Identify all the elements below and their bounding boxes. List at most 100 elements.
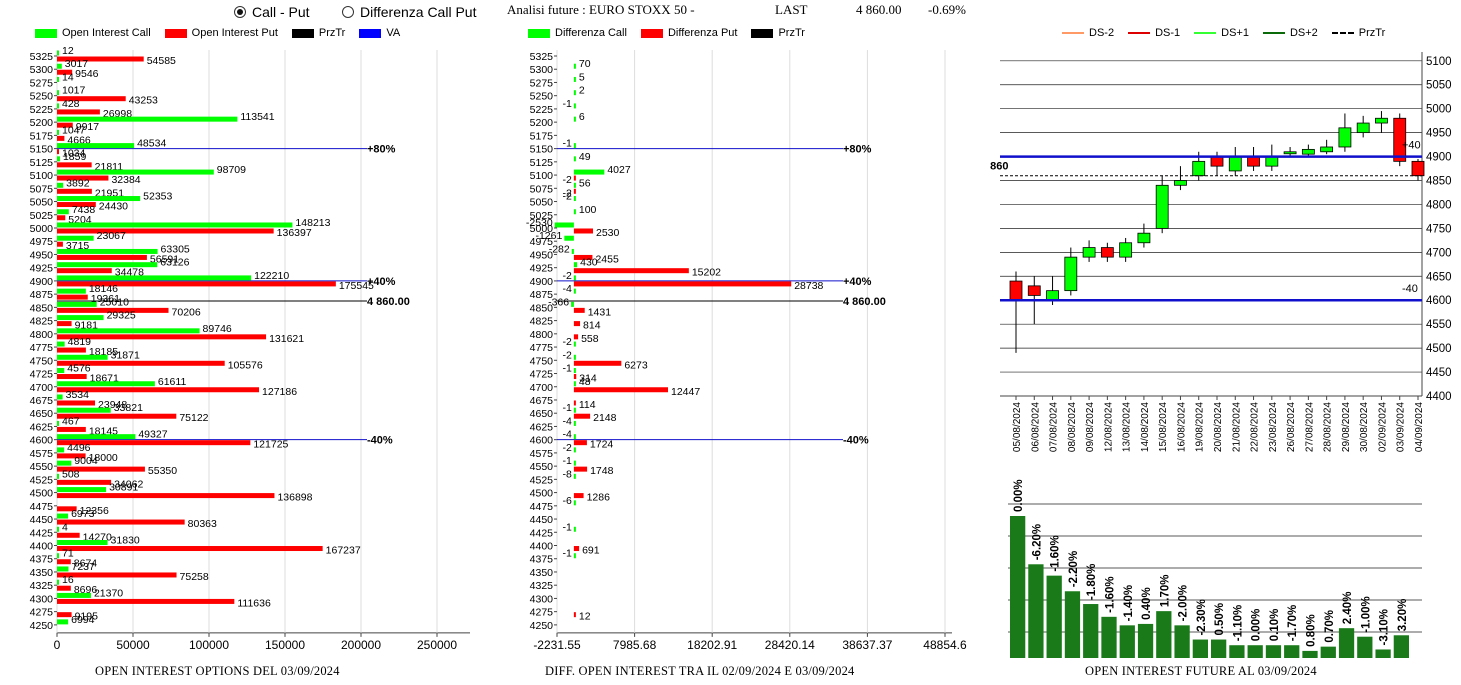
- candle-body: [1137, 232, 1151, 244]
- percent-label: -2.30%: [1196, 599, 1208, 635]
- put-bar: [573, 228, 594, 234]
- call-value-label: 4576: [67, 363, 91, 375]
- strike-label: 5275: [30, 77, 54, 89]
- future-oi-bar: [1265, 645, 1282, 658]
- call-value-label: -2: [563, 270, 572, 282]
- put-value-label: 131621: [269, 333, 304, 345]
- strike-label: 5100: [530, 170, 554, 182]
- call-value-label: 5: [579, 71, 585, 83]
- x-tick-label: -2231.55: [533, 638, 581, 652]
- candle-body: [1046, 290, 1059, 301]
- strike-label: 4675: [530, 395, 554, 407]
- put-value-label: 54585: [147, 55, 176, 67]
- strike-label: 4300: [30, 593, 54, 605]
- strike-label: 5075: [530, 183, 554, 195]
- call-value-label: 48534: [137, 138, 166, 150]
- call-bar: [57, 288, 86, 294]
- candle-body: [1100, 247, 1114, 258]
- call-value-label: 467: [62, 415, 80, 427]
- date-label: 04/09/2024: [1414, 402, 1425, 452]
- candle-body: [1210, 156, 1224, 167]
- legend-label: PrzTr: [778, 27, 805, 39]
- put-bar: [57, 241, 63, 247]
- call-bar: [57, 368, 65, 374]
- strike-label: 5200: [30, 117, 54, 129]
- put-bar: [57, 175, 109, 181]
- date-label: 20/08/2024: [1213, 402, 1224, 452]
- put-bar: [57, 453, 86, 459]
- put-value-label: 136898: [277, 492, 312, 504]
- call-bar: [57, 328, 200, 334]
- strike-label: 4400: [530, 541, 554, 553]
- strike-label: 4600: [30, 435, 54, 447]
- future-oi-bar: [1338, 628, 1355, 658]
- radio-call-put[interactable]: Call - Put: [234, 4, 310, 20]
- y-tick-label: 4800: [1426, 199, 1452, 211]
- call-value-label: 31830: [111, 535, 140, 547]
- radio-differenza[interactable]: Differenza Call Put: [342, 4, 476, 20]
- percent-label: -6.20%: [1031, 524, 1043, 560]
- strike-label: 5025: [30, 210, 54, 222]
- call-bar: [564, 235, 574, 241]
- call-value-label: 89746: [203, 323, 232, 335]
- call-value-label: -1: [563, 521, 572, 533]
- strike-label: 5275: [530, 77, 554, 89]
- y-tick-label: 4550: [1426, 319, 1452, 331]
- legend-label: DS-2: [1089, 27, 1115, 39]
- put-bar: [573, 175, 576, 181]
- call-value-label: -2: [563, 336, 572, 348]
- call-value-label: 7237: [71, 561, 95, 573]
- radio-unselected-icon[interactable]: [342, 6, 354, 18]
- radio-selected-icon[interactable]: [234, 6, 246, 18]
- call-bar: [57, 540, 108, 546]
- put-bar: [573, 374, 577, 380]
- call-bar: [573, 143, 576, 149]
- strike-label: 5150: [530, 144, 554, 156]
- call-bar: [57, 566, 69, 572]
- put-bar: [57, 426, 86, 432]
- strike-label: 4400: [30, 541, 54, 553]
- y-tick-label: 4900: [1426, 152, 1452, 164]
- put-value-label: 136397: [277, 227, 312, 239]
- call-value-label: -6: [562, 495, 571, 507]
- call-bar: [573, 526, 576, 532]
- strike-label: 4550: [30, 461, 54, 473]
- strike-label: 5200: [530, 117, 554, 129]
- percent-label: 3.20%: [1397, 599, 1409, 632]
- strike-label: 4750: [530, 355, 554, 367]
- put-bar: [57, 188, 92, 194]
- put-value-label: -2: [563, 174, 572, 186]
- put-bar: [573, 493, 584, 499]
- call-value-label: 508: [62, 468, 80, 480]
- future-oi-bar: [1192, 639, 1208, 658]
- candle-body: [1356, 122, 1370, 134]
- put-bar: [573, 400, 576, 406]
- future-oi-bar: [1010, 516, 1026, 658]
- strike-label: 4250: [530, 620, 554, 632]
- strike-label: 4700: [530, 382, 554, 394]
- put-bar: [573, 334, 579, 340]
- page-title: Analisi future : EURO STOXX 50 -: [507, 2, 695, 17]
- put-bar: [57, 532, 80, 538]
- call-bar: [57, 407, 111, 413]
- candle-body: [1338, 127, 1352, 148]
- strike-label: 5050: [30, 197, 54, 209]
- put-bar: [57, 162, 92, 168]
- strike-label: 5000: [530, 223, 554, 235]
- x-tick-label: 150000: [265, 638, 305, 652]
- call-value-label: 1859: [63, 151, 87, 163]
- caption-panel1: OPEN INTEREST OPTIONS DEL 03/09/2024: [95, 664, 340, 678]
- date-label: 15/08/2024: [1158, 402, 1169, 452]
- put-bar: [57, 122, 73, 128]
- call-bar: [57, 420, 59, 426]
- put-value-label: 814: [583, 320, 601, 332]
- call-value-label: 63305: [161, 243, 190, 255]
- legend-label: DS+1: [1221, 27, 1249, 39]
- legend-panel1: Open Interest Call Open Interest Put Prz…: [35, 27, 414, 39]
- put-bar: [573, 360, 622, 366]
- put-value-label: 127186: [262, 386, 297, 398]
- strike-label: 4475: [30, 501, 54, 513]
- call-value-label: 31871: [111, 349, 140, 361]
- strike-label: 4450: [530, 514, 554, 526]
- strike-label: 5325: [530, 51, 554, 63]
